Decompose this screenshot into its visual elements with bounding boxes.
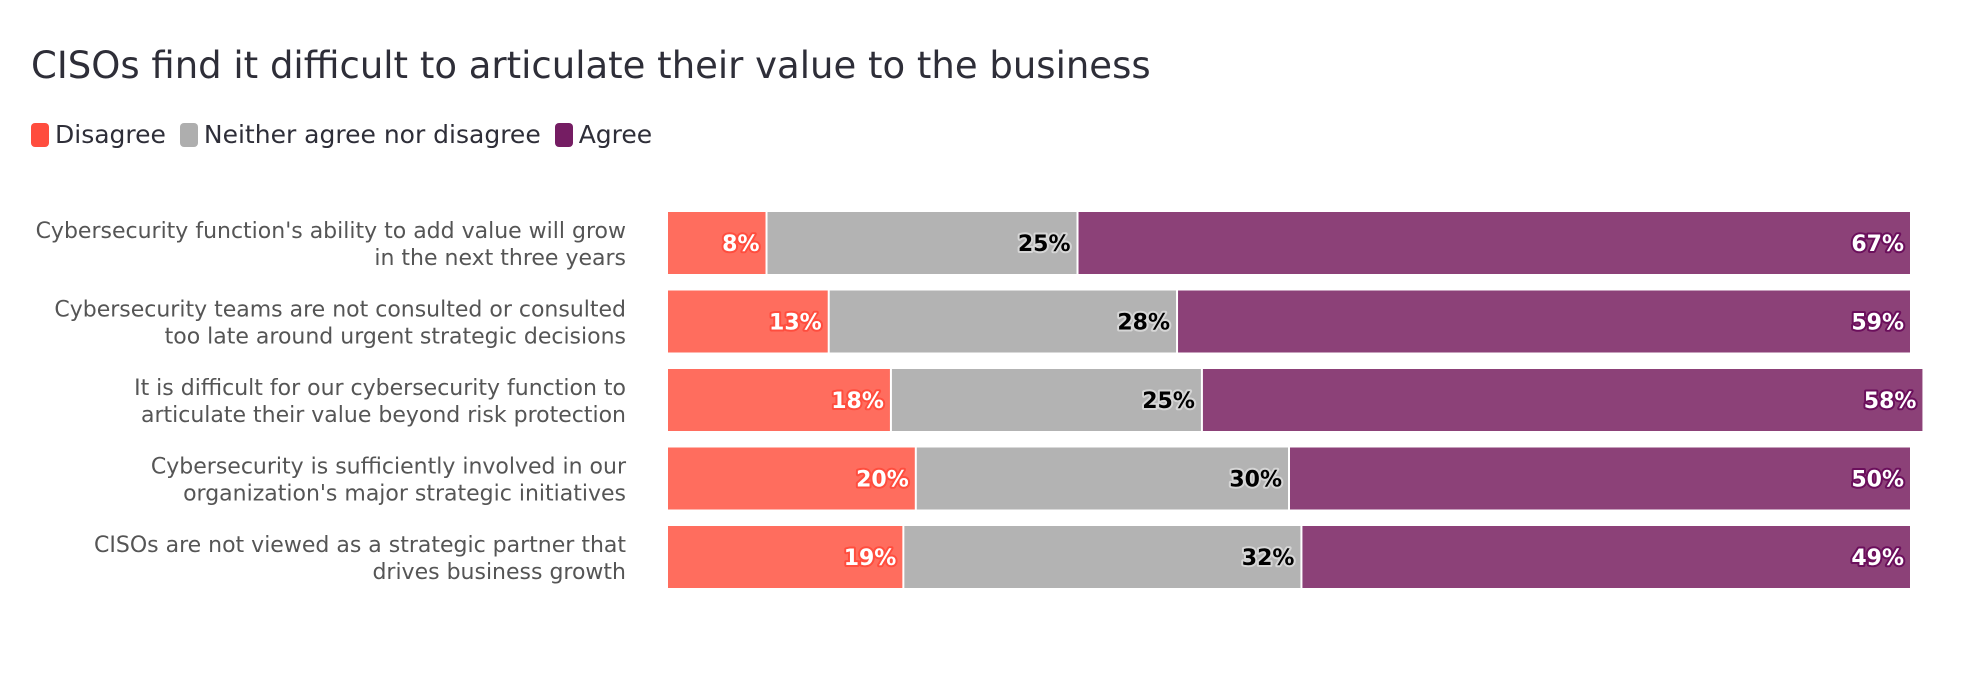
legend: Disagree Neither agree nor disagree Agre…: [31, 120, 666, 149]
bar-segment-agree[interactable]: [1178, 290, 1910, 353]
data-label-agree: 49%: [1851, 546, 1904, 571]
legend-swatch-agree: [554, 122, 573, 147]
legend-swatch-disagree: [31, 122, 49, 147]
bar-row: CISOs are not viewed as a strategic part…: [94, 526, 1910, 588]
data-label-neither-agree-nor-disagree: 28%: [1117, 311, 1170, 336]
category-label: Cybersecurity function's ability to add …: [36, 219, 626, 271]
bar-segment-disagree[interactable]: [668, 447, 915, 510]
category-label-line: Cybersecurity teams are not consulted or…: [54, 298, 626, 323]
category-label-line: in the next three years: [374, 246, 626, 271]
legend-label-agree: Agree: [578, 120, 653, 149]
data-label-disagree: 8%: [722, 232, 759, 257]
category-label-line: articulate their value beyond risk prote…: [141, 403, 626, 428]
data-label-disagree: 18%: [831, 389, 884, 414]
bar-segment-disagree[interactable]: [668, 212, 766, 274]
data-label-disagree: 19%: [844, 546, 897, 571]
category-label-line: CISOs are not viewed as a strategic part…: [94, 533, 626, 558]
chart-title: CISOs find it difficult to articulate th…: [31, 44, 1151, 87]
data-label-agree: 50%: [1851, 468, 1904, 493]
bar-row: Cybersecurity teams are not consulted or…: [54, 290, 1910, 353]
data-label-neither-agree-nor-disagree: 32%: [1242, 546, 1295, 571]
bar-segment-agree[interactable]: [1202, 369, 1923, 431]
bar-row: Cybersecurity is sufficiently involved i…: [151, 447, 1910, 510]
category-label-line: It is difficult for our cybersecurity fu…: [134, 376, 626, 401]
data-label-disagree: 20%: [856, 468, 909, 493]
category-label-line: organization's major strategic initiativ…: [183, 482, 626, 507]
legend-item-agree[interactable]: Agree: [554, 120, 653, 149]
bar-row: Cybersecurity function's ability to add …: [36, 212, 1910, 274]
category-label: Cybersecurity teams are not consulted or…: [54, 298, 626, 350]
category-label: Cybersecurity is sufficiently involved i…: [151, 455, 627, 507]
bar-segment-agree[interactable]: [1078, 212, 1910, 274]
data-label-neither-agree-nor-disagree: 25%: [1142, 389, 1195, 414]
bar-segment-neither-agree-nor-disagree[interactable]: [891, 369, 1201, 431]
bar-segment-agree[interactable]: [1290, 447, 1910, 510]
category-label: CISOs are not viewed as a strategic part…: [94, 533, 626, 585]
legend-label-disagree: Disagree: [55, 120, 166, 149]
category-label: It is difficult for our cybersecurity fu…: [134, 376, 626, 428]
category-label-line: too late around urgent strategic decisio…: [165, 325, 626, 350]
bar-segment-agree[interactable]: [1302, 526, 1910, 588]
bar-segment-neither-agree-nor-disagree[interactable]: [904, 526, 1301, 588]
data-label-agree: 58%: [1864, 389, 1917, 414]
bar-row: It is difficult for our cybersecurity fu…: [134, 369, 1923, 431]
bar-segment-disagree[interactable]: [668, 526, 903, 588]
legend-label-neither: Neither agree nor disagree: [203, 120, 541, 149]
legend-swatch-neither: [179, 122, 198, 147]
category-label-line: drives business growth: [372, 560, 626, 585]
data-label-agree: 67%: [1851, 232, 1904, 257]
bar-segment-neither-agree-nor-disagree[interactable]: [767, 212, 1077, 274]
legend-item-disagree[interactable]: Disagree: [31, 120, 166, 149]
bar-segment-disagree[interactable]: [668, 369, 890, 431]
category-label-line: Cybersecurity function's ability to add …: [36, 219, 626, 244]
bar-segment-neither-agree-nor-disagree[interactable]: [916, 447, 1288, 510]
data-label-neither-agree-nor-disagree: 30%: [1229, 468, 1282, 493]
bar-segment-neither-agree-nor-disagree[interactable]: [829, 290, 1177, 353]
data-label-neither-agree-nor-disagree: 25%: [1018, 232, 1071, 257]
category-label-line: Cybersecurity is sufficiently involved i…: [151, 455, 627, 480]
legend-item-neither[interactable]: Neither agree nor disagree: [179, 120, 541, 149]
data-label-disagree: 13%: [769, 311, 822, 336]
data-label-agree: 59%: [1851, 311, 1904, 336]
bar-segment-disagree[interactable]: [668, 290, 828, 353]
